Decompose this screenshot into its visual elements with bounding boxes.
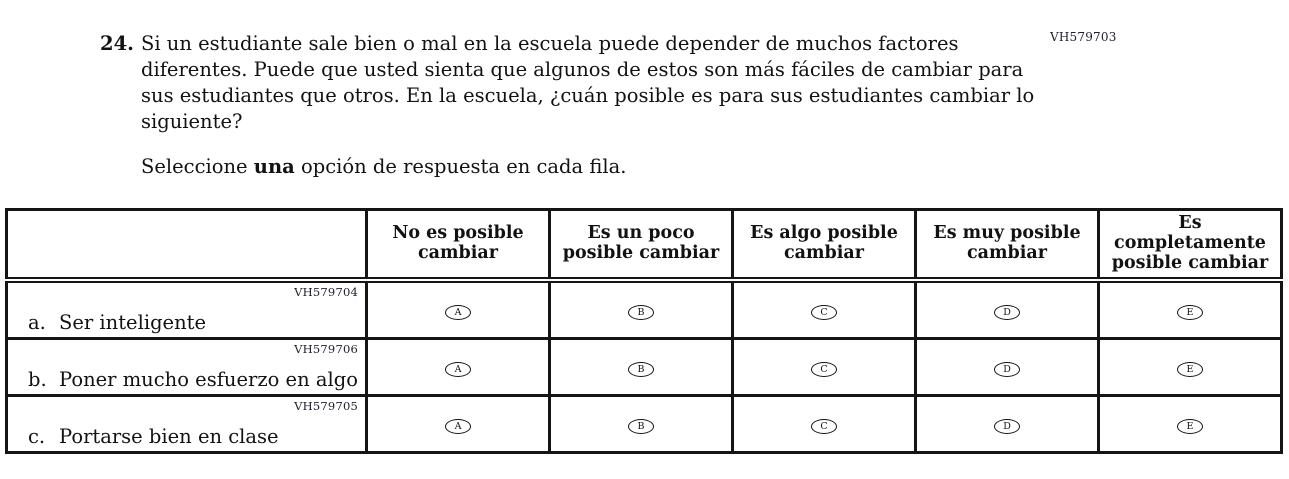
item-text: Portarse bien en clase <box>59 425 279 448</box>
response-cell: B <box>548 278 734 340</box>
header-cell-un-poco-posible: Es un poco posible cambiar <box>548 208 734 283</box>
question-line: sus estudiantes que otros. En la escuela… <box>141 84 1035 107</box>
response-cell: A <box>365 337 551 397</box>
choice-bubble-a[interactable]: A <box>445 362 471 378</box>
choice-bubble-c[interactable]: C <box>811 419 837 435</box>
header-cell-empty <box>5 208 368 283</box>
item-letter: c. <box>28 425 46 448</box>
choice-bubble-e[interactable]: E <box>1177 362 1203 378</box>
response-cell: C <box>731 394 917 454</box>
column-header-label: posible cambiar <box>1111 252 1269 273</box>
question-line: siguiente? <box>141 110 243 133</box>
item-label: a. Ser inteligente <box>8 311 365 337</box>
response-cell: D <box>914 337 1100 397</box>
instruction-emphasis: una <box>253 155 295 178</box>
response-cell: C <box>731 337 917 397</box>
response-cell: B <box>548 394 734 454</box>
item-label-cell: VH579704 a. Ser inteligente <box>5 278 368 340</box>
column-header-label: cambiar <box>967 243 1047 263</box>
column-header-label: Es <box>1178 213 1202 234</box>
column-header-label: cambiar <box>418 243 498 263</box>
choice-bubble-a[interactable]: A <box>445 419 471 435</box>
question-line: Si un estudiante sale bien o mal en la e… <box>141 32 959 55</box>
column-header-label: Es un poco <box>587 223 695 244</box>
header-cell-no-es-posible: No es posible cambiar <box>365 208 551 283</box>
item-label-cell: VH579705 c. Portarse bien en clase <box>5 394 368 454</box>
item-letter: b. <box>28 368 47 391</box>
response-cell: E <box>1097 337 1283 397</box>
column-header-label: completamente <box>1114 233 1266 254</box>
instruction-prefix: Seleccione <box>141 155 254 178</box>
column-header-label: Es muy posible <box>933 223 1081 244</box>
choice-bubble-e[interactable]: E <box>1177 305 1203 321</box>
choice-bubble-c[interactable]: C <box>811 362 837 378</box>
choice-bubble-e[interactable]: E <box>1177 419 1203 435</box>
choice-bubble-d[interactable]: D <box>994 362 1020 378</box>
question-accession-code: VH579703 <box>1050 30 1117 44</box>
response-cell: E <box>1097 394 1283 454</box>
item-accession-code: VH579705 <box>294 399 358 413</box>
choice-bubble-a[interactable]: A <box>445 305 471 321</box>
response-cell: A <box>365 394 551 454</box>
response-cell: D <box>914 278 1100 340</box>
question-text: Si un estudiante sale bien o mal en la e… <box>141 31 1034 180</box>
table-row-b: VH579706 b. Poner mucho esfuerzo en algo … <box>5 337 1283 397</box>
header-row: No es posible cambiar Es un poco posible… <box>5 208 1283 283</box>
choice-bubble-d[interactable]: D <box>994 419 1020 435</box>
choice-bubble-b[interactable]: B <box>628 362 654 378</box>
choice-bubble-c[interactable]: C <box>811 305 837 321</box>
header-cell-algo-posible: Es algo posible cambiar <box>731 208 917 283</box>
response-cell: A <box>365 278 551 340</box>
column-header-label: posible cambiar <box>562 243 720 263</box>
response-cell: B <box>548 337 734 397</box>
instruction-text: Seleccione una opción de respuesta en ca… <box>141 154 1034 180</box>
question-number: 24. <box>100 32 134 55</box>
header-cell-muy-posible: Es muy posible cambiar <box>914 208 1100 283</box>
item-label: c. Portarse bien en clase <box>8 425 365 451</box>
table-row-c: VH579705 c. Portarse bien en clase A B C … <box>5 394 1283 454</box>
instruction-suffix: opción de respuesta en cada fila. <box>294 155 627 178</box>
column-header-label: cambiar <box>784 243 864 263</box>
item-letter: a. <box>28 311 46 334</box>
item-text: Ser inteligente <box>59 311 207 334</box>
item-label-cell: VH579706 b. Poner mucho esfuerzo en algo <box>5 337 368 397</box>
item-accession-code: VH579704 <box>294 285 358 299</box>
item-text: Poner mucho esfuerzo en algo <box>59 368 358 391</box>
question-block: 24. Si un estudiante sale bien o mal en … <box>100 31 1034 180</box>
response-cell: E <box>1097 278 1283 340</box>
choice-bubble-d[interactable]: D <box>994 305 1020 321</box>
item-label: b. Poner mucho esfuerzo en algo <box>8 368 365 394</box>
response-cell: D <box>914 394 1100 454</box>
header-cell-completamente-posible: Es completamente posible cambiar <box>1097 208 1283 283</box>
choice-bubble-b[interactable]: B <box>628 305 654 321</box>
table-row-a: VH579704 a. Ser inteligente A B C D E <box>5 278 1283 340</box>
choice-bubble-b[interactable]: B <box>628 419 654 435</box>
item-accession-code: VH579706 <box>294 342 358 356</box>
column-header-label: No es posible <box>392 223 524 244</box>
question-line: diferentes. Puede que usted sienta que a… <box>141 58 1024 81</box>
column-header-label: Es algo posible <box>750 223 898 244</box>
response-table: No es posible cambiar Es un poco posible… <box>5 208 1283 454</box>
response-cell: C <box>731 278 917 340</box>
